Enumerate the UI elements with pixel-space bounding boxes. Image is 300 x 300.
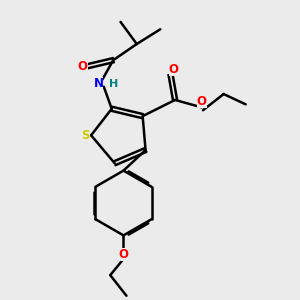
Text: N: N [94,77,103,90]
Text: O: O [118,248,128,261]
Text: O: O [169,63,178,76]
Text: S: S [82,129,90,142]
Text: O: O [78,60,88,73]
Text: H: H [109,79,119,89]
Text: O: O [196,95,206,108]
